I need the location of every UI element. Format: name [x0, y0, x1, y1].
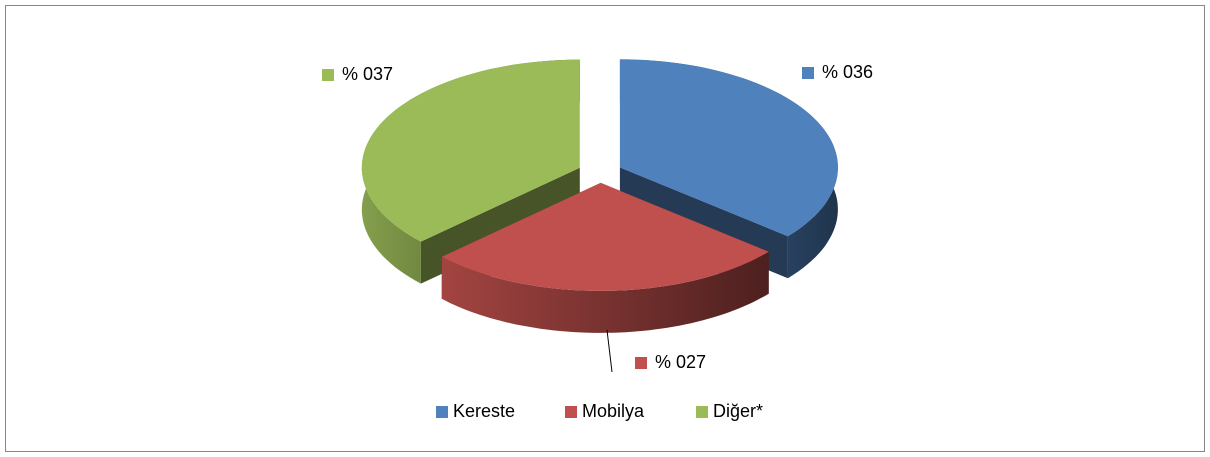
legend-label: Diğer* [713, 401, 763, 421]
legend-swatch [696, 406, 708, 418]
label-swatch [802, 67, 814, 79]
data-label: % 027 [655, 352, 706, 372]
slice [619, 59, 838, 237]
data-label: % 036 [822, 62, 873, 82]
pie [361, 59, 838, 333]
labels: % 036 % 027 % 037 Kereste Mobilya Diğer* [322, 62, 873, 421]
label-swatch [635, 357, 647, 369]
slice-side [441, 251, 769, 333]
slice [441, 182, 769, 291]
legend-label: Mobilya [582, 401, 645, 421]
slice [361, 59, 580, 242]
leader-line [606, 329, 613, 373]
legend-label: Kereste [453, 401, 515, 421]
data-label: % 037 [342, 64, 393, 84]
legend-swatch [436, 406, 448, 418]
legend-swatch [565, 406, 577, 418]
label-swatch [322, 69, 334, 81]
